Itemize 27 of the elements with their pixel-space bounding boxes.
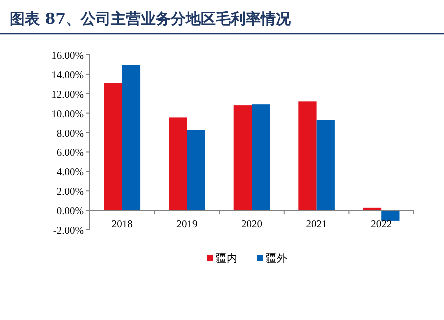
bar bbox=[169, 118, 188, 211]
y-tick-label: 14.00% bbox=[52, 70, 84, 82]
bar bbox=[382, 210, 400, 221]
chart-title: 图表 87、公司主营业务分地区毛利率情况 bbox=[10, 10, 292, 28]
y-tick-label: 2.00% bbox=[56, 187, 84, 198]
bar bbox=[298, 102, 317, 211]
bar bbox=[234, 106, 252, 211]
bar bbox=[316, 120, 335, 211]
y-tick-label: 6.00% bbox=[56, 148, 84, 160]
y-tick-label: 0.00% bbox=[56, 206, 84, 218]
bar bbox=[187, 130, 206, 211]
legend-label: 疆外 bbox=[266, 253, 288, 265]
bar bbox=[104, 83, 122, 211]
legend-label: 疆内 bbox=[216, 252, 238, 265]
y-tick-label: 16.00% bbox=[52, 51, 84, 62]
x-tick-label: 2022 bbox=[371, 220, 392, 231]
y-tick-label: 10.00% bbox=[52, 109, 84, 120]
y-tick-label: 12.00% bbox=[52, 90, 84, 101]
y-tick-label: -2.00% bbox=[53, 226, 84, 237]
x-tick-label: 2019 bbox=[176, 220, 198, 231]
x-tick-label: 2020 bbox=[242, 220, 262, 231]
y-tick-label: 8.00% bbox=[56, 128, 84, 140]
y-tick-label: 4.00% bbox=[56, 168, 84, 179]
bar bbox=[252, 104, 270, 211]
x-tick-label: 2021 bbox=[306, 220, 328, 231]
bar bbox=[122, 65, 141, 211]
x-tick-label: 2018 bbox=[112, 220, 133, 231]
